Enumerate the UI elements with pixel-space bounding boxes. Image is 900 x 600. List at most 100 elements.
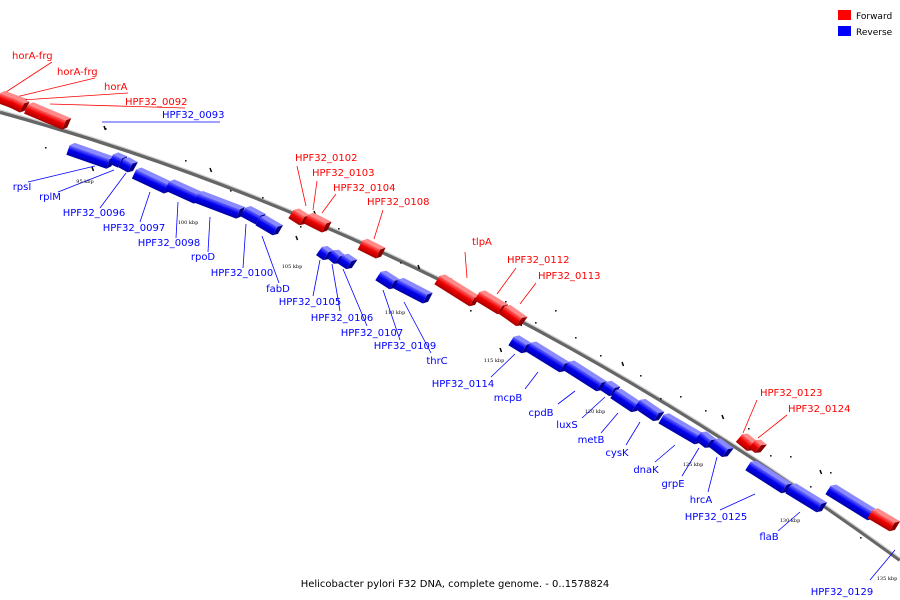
- leader-line-hpf32-0097-8: [139, 191, 151, 223]
- tick-dot-18: [640, 375, 642, 377]
- gene-label-hpf32-0093-4: HPF32_0093: [162, 110, 224, 121]
- leader-line-hpf32-0129-38: [869, 549, 896, 581]
- gene-labels: horA-frg horA-frg horA HPF32_0092 HPF32_0093…: [12, 51, 873, 598]
- gene-label-rpod-10: rpoD: [191, 252, 216, 263]
- tick-dot-13: [505, 301, 507, 303]
- leader-line-hpf32-0114-25: [490, 353, 516, 378]
- tick-mark-7: [819, 469, 823, 475]
- leader-line-fabd-12: [261, 235, 280, 284]
- leader-line-hpf32-0096-7: [99, 172, 127, 209]
- tick-dot-27: [830, 472, 832, 474]
- tick-dot-9: [400, 262, 402, 264]
- gene-block-cysk-30: [634, 398, 665, 422]
- gene-block-hpf32-0124-37: [748, 439, 767, 453]
- gene-label-hpf32-0100-11: HPF32_0100: [211, 268, 273, 279]
- leader-line-hpf32-0112-23: [496, 267, 517, 295]
- tick-dot-22: [705, 410, 707, 412]
- gene-label-rpsi-5: rpsI: [13, 182, 32, 193]
- gene-label-hpf32-0102-13: HPF32_0102: [295, 153, 357, 164]
- tick-dot-26: [810, 486, 812, 488]
- scale-label-3: 110 kbp: [385, 310, 406, 316]
- gene-label-metb-29: metB: [578, 435, 605, 446]
- legend-swatch-reverse: [838, 26, 851, 36]
- scale-label-8: 135 kbp: [877, 576, 898, 582]
- tick-mark-1: [209, 167, 213, 173]
- tick-dot-15: [555, 310, 557, 312]
- gene-block-tlpa-22: [434, 274, 481, 307]
- leader-line-hpf32-0102-13: [296, 165, 307, 207]
- tick-mark-5: [621, 361, 625, 367]
- tick-dot-7: [338, 228, 340, 230]
- leader-line-rpod-10: [207, 216, 211, 253]
- tick-mark-6: [721, 414, 725, 420]
- gene-label-mcpb-26: mcpB: [494, 393, 523, 404]
- gene-block-fabd-12: [255, 215, 284, 236]
- gene-label-hora-2: horA: [104, 82, 128, 93]
- leader-line-hpf32-0109-20: [382, 289, 401, 341]
- gene-block-hpf32-0092-3: [24, 102, 72, 130]
- tick-dot-28: [860, 537, 862, 539]
- gene-block-hpf32-0113-24: [499, 304, 528, 327]
- gene-block-hpf32-0108-16: [357, 238, 386, 259]
- leader-line-grpe-32: [681, 447, 700, 477]
- tick-mark-0: [103, 125, 107, 131]
- legend: Forward Reverse: [838, 10, 893, 38]
- gene-label-hpf32-0096-7: HPF32_0096: [63, 208, 125, 219]
- leader-line-hpf32-0104-15: [321, 193, 337, 214]
- tick-dot-14: [535, 322, 537, 324]
- tick-mark-9: [295, 235, 299, 241]
- leader-line-hpf32-0100-11: [242, 223, 247, 269]
- tick-dot-24: [770, 455, 772, 457]
- leader-line-hrca-33: [707, 456, 718, 493]
- gene-label-hpf32-0103-14: HPF32_0103: [312, 168, 374, 179]
- gene-label-thrc-21: thrC: [426, 356, 447, 367]
- gene-label-hpf32-0124-37: HPF32_0124: [788, 404, 850, 415]
- tick-dot-5: [262, 197, 264, 199]
- gene-label-hpf32-0129-38: HPF32_0129: [811, 587, 873, 598]
- leader-line-hora-frg-1: [15, 77, 96, 98]
- scale-label-0: 95 kbp: [76, 179, 93, 185]
- tick-dot-16: [575, 337, 577, 339]
- gene-label-tlpa-22: tlpA: [472, 237, 492, 248]
- leader-line-hpf32-0125-34: [719, 493, 756, 511]
- gene-block-hpf32-0096-7: [118, 157, 138, 173]
- gene-label-hpf32-0108-16: HPF32_0108: [367, 197, 429, 208]
- leader-line-hpf32-0107-19: [342, 268, 368, 327]
- tick-dot-20: [680, 396, 682, 398]
- genome-title: Helicobacter pylori F32 DNA, complete ge…: [301, 579, 610, 590]
- tick-dot-3: [185, 160, 187, 162]
- legend-label-reverse: Reverse: [856, 28, 893, 38]
- tick-dot-0: [45, 147, 47, 149]
- scale-label-1: 100 kbp: [178, 220, 199, 226]
- leader-line-luxs-28: [581, 396, 606, 419]
- tick-dot-6: [300, 226, 302, 228]
- gene-block-hora-frg-1: [7, 95, 30, 113]
- legend-label-forward: Forward: [856, 12, 892, 22]
- leader-line-hpf32-0105-17: [312, 259, 321, 297]
- leader-line-rpsi-5: [27, 165, 96, 183]
- leader-line-hpf32-0124-37: [757, 414, 788, 439]
- leader-line-cpdb-27: [557, 390, 576, 405]
- leader-line-mcpb-26: [524, 371, 539, 390]
- gene-block-flab-35: [785, 483, 828, 513]
- gene-label-hpf32-0112-23: HPF32_0112: [507, 255, 569, 266]
- gene-label-hpf32-0092-3: HPF32_0092: [125, 97, 187, 108]
- gene-label-hora-frg-0: horA-frg: [12, 51, 53, 62]
- leader-line-hora-2: [21, 92, 129, 101]
- gene-blocks: [0, 90, 900, 532]
- gene-block-hpf32-0125-34: [745, 460, 793, 494]
- tick-dot-19: [660, 398, 662, 400]
- tick-dot-23: [748, 428, 750, 430]
- leader-line-flab-35: [777, 511, 801, 532]
- legend-swatch-forward: [838, 10, 851, 20]
- gene-label-hpf32-0114-25: HPF32_0114: [432, 379, 494, 390]
- leader-line-hpf32-0108-16: [373, 209, 384, 240]
- gene-label-hpf32-0123-36: HPF32_0123: [760, 388, 822, 399]
- gene-label-cysk-30: cysK: [605, 448, 629, 459]
- scale-label-7: 130 kbp: [780, 518, 801, 524]
- leader-line-hpf32-0123-36: [742, 399, 758, 434]
- leader-line-hpf32-0103-14: [312, 180, 318, 211]
- leader-line-metb-29: [600, 412, 619, 434]
